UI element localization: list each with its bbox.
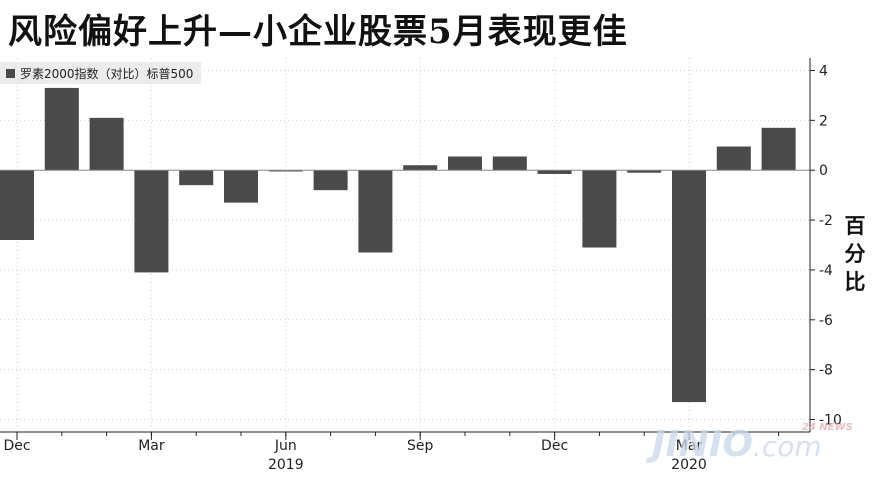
x-tick-label: Mar	[138, 438, 165, 454]
y-axis-label-char: 比	[844, 269, 866, 294]
bar	[179, 170, 214, 186]
x-tick-label: Dec	[541, 438, 568, 454]
x-tick-label: Mar	[676, 438, 703, 454]
bar	[582, 170, 617, 248]
y-tick-label: -4	[819, 263, 833, 279]
bar	[313, 170, 348, 191]
x-tick-label: Jun	[274, 438, 297, 454]
bar	[44, 87, 79, 171]
bar	[358, 170, 393, 253]
legend: 罗素2000指数（对比）标普500	[0, 62, 202, 84]
y-axis-label-char: 分	[844, 241, 866, 266]
legend-swatch	[6, 68, 15, 78]
y-tick-label: 0	[819, 163, 828, 179]
bar	[761, 127, 796, 171]
bar	[716, 146, 751, 171]
bar	[268, 170, 303, 172]
y-tick-label: 4	[819, 63, 828, 79]
y-tick-label: -10	[819, 413, 842, 429]
bar	[134, 170, 169, 273]
legend-label: 罗素2000指数（对比）标普500	[20, 66, 194, 81]
x-tick-label: Dec	[3, 438, 30, 454]
bar	[0, 170, 34, 241]
bar	[492, 156, 527, 171]
bar	[537, 170, 572, 174]
bar	[403, 165, 438, 171]
y-tick-label: -2	[819, 213, 833, 229]
x-tick-label: Sep	[407, 438, 434, 454]
bar	[672, 170, 706, 403]
y-axis-label: 百分比	[840, 212, 870, 296]
x-year-label: 2019	[268, 457, 304, 473]
y-tick-label: 2	[819, 113, 828, 129]
bar	[224, 170, 258, 203]
y-tick-label: -6	[819, 313, 833, 329]
y-tick-label: -8	[819, 363, 833, 379]
x-year-label: 2020	[671, 457, 707, 473]
y-axis-label-char: 百	[844, 213, 866, 238]
chart-title: 风险偏好上升—小企业股票5月表现更佳	[8, 12, 628, 52]
watermark-logo: JINIO.com 24 NEWS	[652, 422, 853, 465]
bar	[448, 156, 482, 171]
bar	[627, 170, 662, 173]
bar	[89, 117, 124, 171]
